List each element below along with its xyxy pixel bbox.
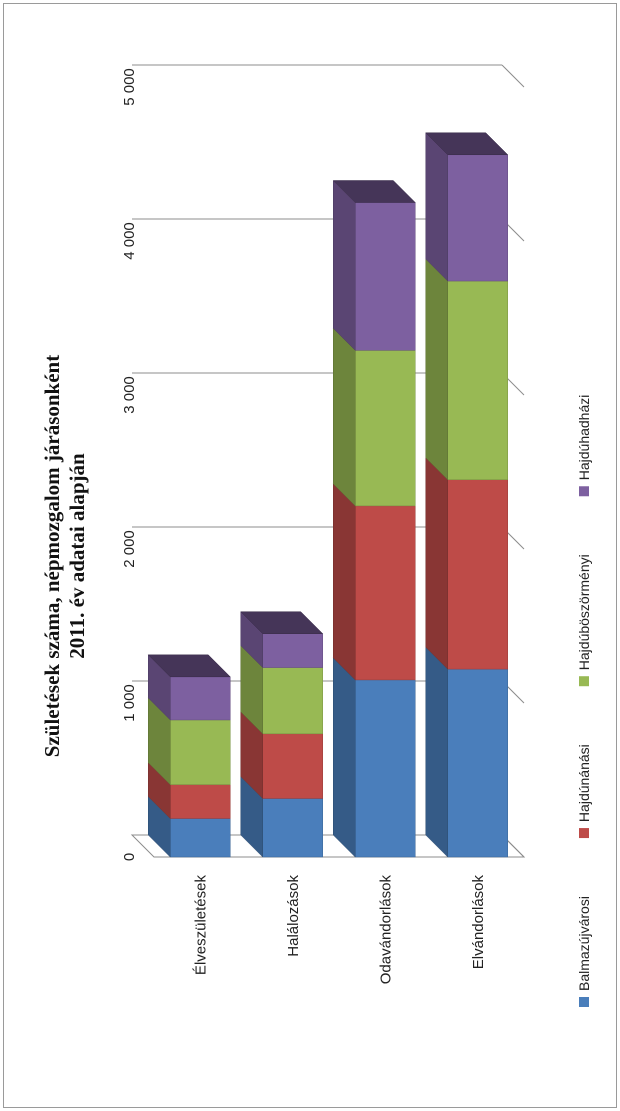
- tick-label: 2 000: [121, 530, 138, 568]
- bar-segment-4-2: [240, 611, 324, 669]
- legend-swatch: [579, 997, 589, 1007]
- category-label: Elvándorlások: [470, 875, 487, 970]
- bar-segment-1-4: [425, 646, 508, 858]
- bar-segment-3-2: [240, 644, 323, 735]
- legend-swatch: [579, 486, 589, 497]
- category-label: Halálozások: [285, 875, 302, 957]
- bar-segment-1-2: [240, 775, 323, 858]
- category-label: Élveszületések: [192, 875, 209, 976]
- bar-segment-1-3: [333, 657, 416, 858]
- legend-item: Balmazújvárosi: [576, 896, 592, 1007]
- chart-frame: Születések száma, népmozgalom járásonkén…: [3, 3, 617, 1108]
- legend-item: Hajdúnánási: [576, 744, 592, 839]
- legend-label: Hajdúnánási: [576, 744, 592, 822]
- tick-label: 1 000: [121, 684, 138, 722]
- bar-segment-2-4: [425, 457, 508, 670]
- legend-item: Hajdúhadházi: [576, 395, 592, 497]
- legend-item: Hajdúböszörményi: [576, 554, 592, 687]
- legend-label: Hajdúhadházi: [576, 395, 592, 481]
- category-label: Odavándorlások: [377, 875, 394, 985]
- bar-segment-1-1: [148, 795, 231, 858]
- bar-segment-2-2: [240, 711, 323, 800]
- bar-segment-3-1: [148, 697, 231, 786]
- bar-segment-2-3: [333, 483, 416, 681]
- bar-segment-4-3: [332, 179, 416, 351]
- chart-title-line-2: 2011. év adatai alapján: [65, 453, 89, 659]
- legend-label: Balmazújvárosi: [576, 896, 592, 991]
- stacked-bar-chart: Születések száma, népmozgalom járásonkén…: [40, 64, 592, 1007]
- gridline-diagonal: [501, 64, 525, 88]
- legend-swatch: [579, 676, 589, 687]
- bar-segment-4-1: [147, 654, 231, 721]
- tick-label: 0: [121, 853, 138, 861]
- legend-label: Hajdúböszörményi: [576, 554, 592, 670]
- tick-label: 5 000: [121, 68, 138, 106]
- chart-title-line-1: Születések száma, népmozgalom járásonkén…: [40, 355, 64, 757]
- bar-segment-4-4: [425, 132, 509, 282]
- legend-swatch: [579, 828, 589, 839]
- bar-segment-3-3: [333, 327, 416, 507]
- tick-label: 4 000: [121, 222, 138, 260]
- bar-segment-2-1: [148, 762, 231, 820]
- bar-segment-3-4: [425, 258, 508, 481]
- tick-label: 3 000: [121, 376, 138, 414]
